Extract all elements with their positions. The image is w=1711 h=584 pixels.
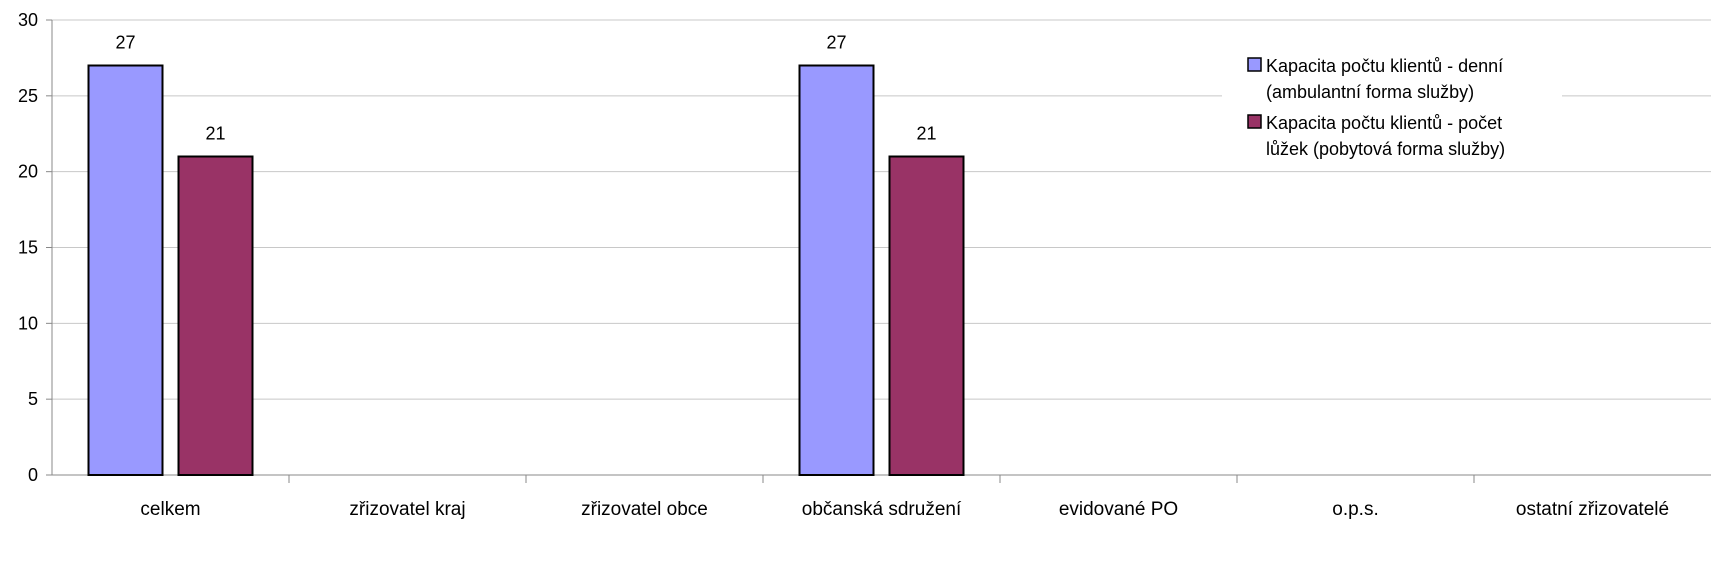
bars xyxy=(87,64,965,476)
y-tick-label: 20 xyxy=(18,162,38,182)
legend-label: lůžek (pobytová forma služby) xyxy=(1266,139,1505,159)
data-label: 27 xyxy=(115,33,135,53)
y-tick-label: 30 xyxy=(18,10,38,30)
x-category-label: evidované PO xyxy=(1059,499,1178,520)
bar xyxy=(798,64,875,476)
x-category-label: o.p.s. xyxy=(1332,499,1378,520)
labels: 0 5 10 15 20 25 30 celkem zřizovatel kraj zřizova… xyxy=(18,10,1669,520)
x-category-label: občanská sdružení xyxy=(802,499,962,520)
x-category-label: zřizovatel kraj xyxy=(349,499,465,520)
data-label: 21 xyxy=(205,124,225,144)
gridlines xyxy=(52,19,1711,400)
y-tick-label: 10 xyxy=(18,313,38,333)
bar xyxy=(87,64,164,476)
bar xyxy=(177,155,254,476)
legend-box xyxy=(1222,48,1562,168)
x-category-label: celkem xyxy=(140,499,200,520)
legend-label: (ambulantní forma služby) xyxy=(1266,82,1474,102)
y-tick-label: 25 xyxy=(18,86,38,106)
y-tick-label: 15 xyxy=(18,238,38,258)
x-category-label: ostatní zřizovatelé xyxy=(1516,499,1669,520)
legend-swatch xyxy=(1247,57,1262,72)
y-tick-label: 0 xyxy=(28,465,38,485)
axes xyxy=(46,19,1711,483)
data-label: 21 xyxy=(916,124,936,144)
bar xyxy=(888,155,965,476)
data-label: 27 xyxy=(826,33,846,53)
legend-label: Kapacita počtu klientů - denní xyxy=(1266,56,1503,76)
x-category-label: zřizovatel obce xyxy=(581,499,708,520)
legend: Kapacita počtu klientů - denní (ambulantn… xyxy=(1222,48,1562,168)
legend-swatch xyxy=(1247,114,1262,129)
y-tick-label: 5 xyxy=(28,389,38,409)
legend-label: Kapacita počtu klientů - počet xyxy=(1266,113,1502,133)
